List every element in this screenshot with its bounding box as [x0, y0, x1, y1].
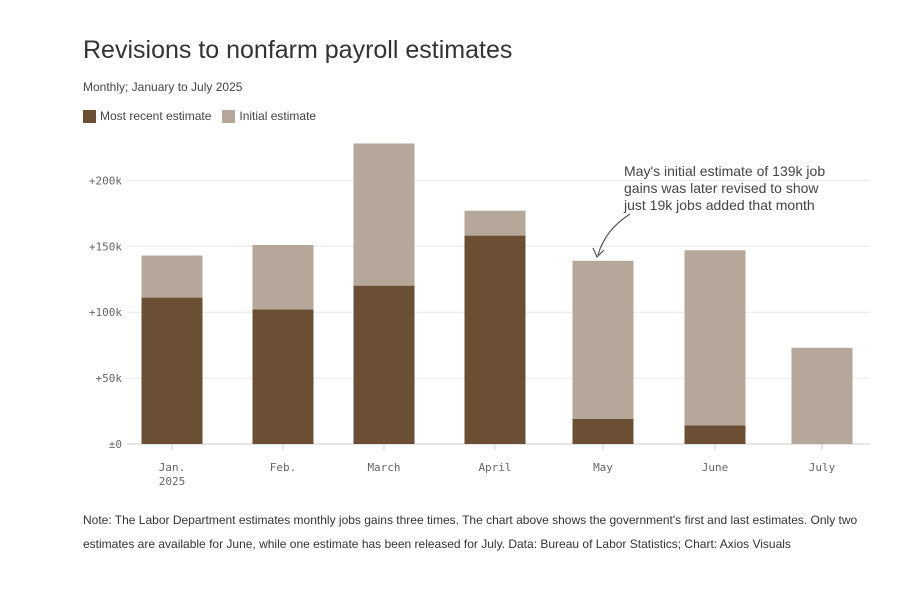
legend-item-initial: Initial estimate	[222, 109, 316, 123]
bar-initial	[791, 347, 853, 444]
legend-swatch-initial	[222, 109, 236, 123]
legend-item-recent: Most recent estimate	[83, 109, 211, 123]
x-tick-label: March	[367, 461, 400, 474]
x-tick-label: Feb.	[270, 461, 297, 474]
legend-label-recent: Most recent estimate	[100, 109, 212, 123]
x-tick-label: May	[593, 461, 613, 474]
x-tick-label: July	[809, 461, 836, 474]
bar-recent	[353, 285, 415, 444]
bar-recent	[572, 418, 634, 444]
bar-chart: ±0 +50k +100k +150k +200k Jan.2025 Feb. March Ap…	[89, 143, 870, 488]
y-tick-label: ±0	[109, 438, 122, 451]
chart-title: Revisions to nonfarm payroll estimates	[83, 36, 513, 64]
y-tick-label: +100k	[89, 306, 122, 319]
annotation-text: just 19k jobs added that month	[623, 197, 815, 213]
bar-recent	[252, 309, 314, 444]
bar-initial	[684, 250, 746, 444]
bar-recent	[141, 297, 203, 444]
x-tick-sublabel: 2025	[159, 475, 186, 488]
bar-recent	[684, 425, 746, 444]
chart-legend: Most recent estimate Initial estimate	[83, 109, 327, 123]
chart-note: Note: The Labor Department estimates mon…	[83, 513, 858, 551]
y-tick-label: +50k	[96, 372, 123, 385]
x-tick-label: April	[478, 461, 511, 474]
annotation-arrowhead	[592, 247, 605, 259]
legend-label-initial: Initial estimate	[239, 109, 317, 123]
x-tick-label: Jan.	[159, 461, 186, 474]
chart-subtitle: Monthly; January to July 2025	[83, 80, 243, 94]
x-tick-label: June	[702, 461, 729, 474]
legend-swatch-recent	[83, 109, 96, 123]
annotation-arrow	[597, 213, 631, 256]
annotation-text: May's initial estimate of 139k job	[624, 163, 825, 179]
annotation-text: gains was later revised to show	[624, 180, 819, 196]
y-tick-label: +150k	[89, 240, 122, 253]
y-tick-label: +200k	[89, 174, 122, 187]
bar-initial	[572, 260, 634, 444]
bar-recent	[464, 235, 526, 444]
